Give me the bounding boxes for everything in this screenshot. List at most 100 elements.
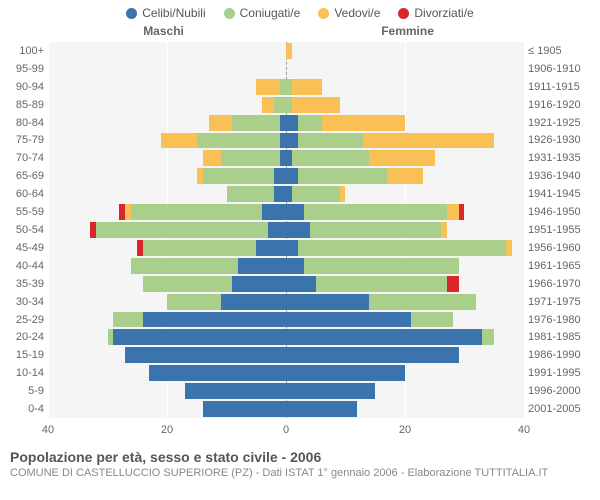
pyramid-row bbox=[48, 78, 524, 96]
bar-segment bbox=[232, 276, 286, 292]
chart-title: Popolazione per età, sesso e stato civil… bbox=[10, 448, 590, 466]
male-bar bbox=[125, 347, 286, 363]
legend-label: Vedovi/e bbox=[334, 6, 380, 20]
age-label: 65-69 bbox=[0, 167, 44, 185]
bar-segment bbox=[113, 329, 286, 345]
bar-segment bbox=[286, 240, 298, 256]
bar-segment bbox=[482, 329, 494, 345]
male-bar bbox=[203, 150, 286, 166]
bar-segment bbox=[221, 294, 286, 310]
x-tick: 20 bbox=[161, 424, 173, 436]
bar-segment bbox=[131, 258, 238, 274]
bar-segment bbox=[286, 43, 292, 59]
birth-label: 1946-1950 bbox=[528, 203, 600, 221]
pyramid-row bbox=[48, 42, 524, 60]
bar-segment bbox=[203, 168, 274, 184]
pyramid-row bbox=[48, 364, 524, 382]
age-label: 40-44 bbox=[0, 257, 44, 275]
male-bar bbox=[227, 186, 286, 202]
bar-segment bbox=[274, 97, 286, 113]
legend-label: Celibi/Nubili bbox=[142, 6, 205, 20]
birth-label: 1941-1945 bbox=[528, 185, 600, 203]
x-tick: 0 bbox=[283, 424, 289, 436]
bar-segment bbox=[298, 168, 387, 184]
birth-label: 1981-1985 bbox=[528, 328, 600, 346]
x-tick: 20 bbox=[399, 424, 411, 436]
birth-label: 1996-2000 bbox=[528, 382, 600, 400]
bar-segment bbox=[292, 150, 369, 166]
footer: Popolazione per età, sesso e stato civil… bbox=[0, 442, 600, 480]
pyramid-row bbox=[48, 239, 524, 257]
pyramid-row bbox=[48, 167, 524, 185]
pyramid-row bbox=[48, 275, 524, 293]
bar-segment bbox=[286, 258, 304, 274]
bar-segment bbox=[286, 329, 482, 345]
pyramid-row bbox=[48, 257, 524, 275]
legend-item: Vedovi/e bbox=[318, 6, 380, 20]
bar-segment bbox=[340, 186, 346, 202]
female-bar bbox=[286, 115, 405, 131]
bar-segment bbox=[286, 115, 298, 131]
pyramid-row bbox=[48, 346, 524, 364]
birth-label: 1921-1925 bbox=[528, 114, 600, 132]
birth-label: 2001-2005 bbox=[528, 400, 600, 418]
bar-segment bbox=[125, 347, 286, 363]
bar-segment bbox=[286, 365, 405, 381]
legend-item: Coniugati/e bbox=[224, 6, 301, 20]
bar-segment bbox=[238, 258, 286, 274]
legend-item: Celibi/Nubili bbox=[126, 6, 205, 20]
bar-segment bbox=[167, 294, 221, 310]
female-bar bbox=[286, 168, 423, 184]
bar-segment bbox=[506, 240, 512, 256]
bar-segment bbox=[286, 383, 375, 399]
male-bar bbox=[113, 312, 286, 328]
female-bar bbox=[286, 329, 494, 345]
female-bar bbox=[286, 186, 345, 202]
birth-label: 1986-1990 bbox=[528, 346, 600, 364]
birth-label: 1961-1965 bbox=[528, 257, 600, 275]
bar-segment bbox=[143, 312, 286, 328]
age-label: 90-94 bbox=[0, 78, 44, 96]
birth-label: 1931-1935 bbox=[528, 149, 600, 167]
bar-segment bbox=[286, 347, 459, 363]
bar-segment bbox=[286, 133, 298, 149]
birth-label: 1911-1915 bbox=[528, 78, 600, 96]
bar-segment bbox=[322, 115, 405, 131]
pyramid-row bbox=[48, 328, 524, 346]
chart: Fasce di età Anni di nascita MaschiFemmi… bbox=[0, 22, 600, 442]
bar-segment bbox=[203, 401, 286, 417]
female-bar bbox=[286, 150, 435, 166]
age-label: 85-89 bbox=[0, 96, 44, 114]
age-label: 55-59 bbox=[0, 203, 44, 221]
pyramid-row bbox=[48, 96, 524, 114]
pyramid-row bbox=[48, 293, 524, 311]
pyramid-row bbox=[48, 149, 524, 167]
bar-segment bbox=[274, 186, 286, 202]
age-label: 70-74 bbox=[0, 149, 44, 167]
pyramid-row bbox=[48, 60, 524, 78]
male-bar bbox=[185, 383, 286, 399]
age-label: 5-9 bbox=[0, 382, 44, 400]
female-bar bbox=[286, 294, 476, 310]
female-bar bbox=[286, 312, 453, 328]
bar-segment bbox=[411, 312, 453, 328]
female-bar bbox=[286, 133, 494, 149]
age-label: 25-29 bbox=[0, 311, 44, 329]
bar-segment bbox=[286, 222, 310, 238]
age-label: 30-34 bbox=[0, 293, 44, 311]
birth-label: 1936-1940 bbox=[528, 167, 600, 185]
bar-segment bbox=[286, 168, 298, 184]
bar-segment bbox=[459, 204, 465, 220]
age-label: 50-54 bbox=[0, 221, 44, 239]
bar-segment bbox=[143, 240, 256, 256]
female-bar bbox=[286, 204, 464, 220]
female-bar bbox=[286, 222, 447, 238]
bar-segment bbox=[447, 204, 459, 220]
birth-label: ≤ 1905 bbox=[528, 42, 600, 60]
age-label: 20-24 bbox=[0, 328, 44, 346]
male-bar bbox=[149, 365, 286, 381]
plot-area bbox=[48, 42, 524, 418]
age-label: 45-49 bbox=[0, 239, 44, 257]
female-bar bbox=[286, 258, 459, 274]
pyramid-row bbox=[48, 114, 524, 132]
